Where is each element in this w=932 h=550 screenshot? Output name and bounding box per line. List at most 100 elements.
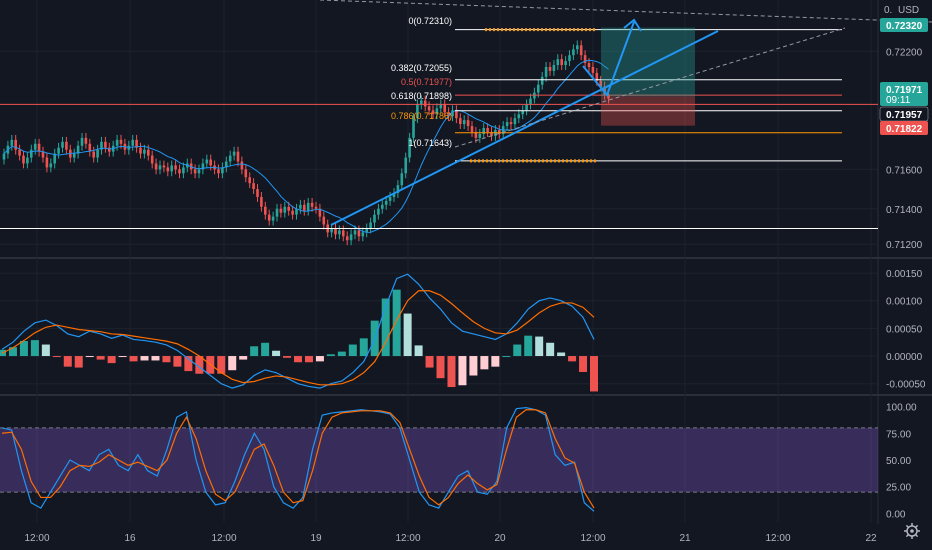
candle-body <box>193 169 197 174</box>
candle-body <box>583 55 587 64</box>
macd-histogram-bar <box>392 289 401 357</box>
candle-body <box>299 204 302 209</box>
candle-body <box>252 183 255 190</box>
candle-body <box>88 143 92 152</box>
candle-body <box>587 63 591 67</box>
candle-body <box>334 228 337 235</box>
candle-body <box>462 120 466 125</box>
settings-gear-icon[interactable] <box>904 523 920 539</box>
stochastic-panel[interactable] <box>0 407 878 512</box>
candle-body <box>330 228 333 233</box>
macd-histogram-bar <box>326 354 335 357</box>
badge-high-text: 0.72320 <box>886 21 923 32</box>
candle-body <box>521 110 524 115</box>
projection-path[interactable] <box>582 21 635 97</box>
macd-histogram-bar <box>568 356 577 362</box>
candle-body <box>225 161 228 168</box>
x-tick-label: 20 <box>494 533 506 544</box>
candle-body <box>2 153 6 160</box>
macd-histogram-bar <box>304 356 313 363</box>
candle-body <box>384 200 388 205</box>
macd-histogram-bar <box>315 356 324 362</box>
trendline-uptrend[interactable] <box>330 30 719 226</box>
candle-body <box>275 208 279 217</box>
candle-body <box>201 163 205 170</box>
badge-low <box>880 121 928 135</box>
candle-body <box>306 202 310 211</box>
macd-histogram-bar <box>579 356 588 372</box>
price-tick-label: 0.72200 <box>886 47 923 58</box>
candle-body <box>154 163 158 170</box>
candle-body <box>478 133 482 138</box>
candle-body <box>150 155 154 164</box>
drawing-tools[interactable] <box>0 0 932 229</box>
candle-body <box>525 104 528 111</box>
candle-body <box>396 185 400 193</box>
macd-histogram-bar <box>590 356 598 392</box>
candle-body <box>420 100 423 105</box>
candle-body <box>572 49 575 56</box>
position-profit-zone[interactable] <box>601 27 695 97</box>
x-tick-label: 12:00 <box>24 533 49 544</box>
grid-lines <box>0 0 932 524</box>
macd-histogram-bar <box>557 352 566 357</box>
candle-body <box>353 230 357 235</box>
candle-body <box>416 104 419 119</box>
candle-body <box>115 139 119 146</box>
candle-body <box>26 157 29 164</box>
candle-body <box>443 104 446 113</box>
fib-label-4: 0.786(0.71786) <box>391 111 452 121</box>
candle-body <box>607 94 610 99</box>
price-tick-label: 0.71600 <box>886 165 923 176</box>
fib-label-3: 0.618(0.71898) <box>391 91 452 101</box>
macd-histogram-bar <box>436 356 445 379</box>
candle-body <box>283 206 287 213</box>
macd-panel[interactable] <box>0 273 598 392</box>
macd-histogram-bar <box>140 356 149 361</box>
candle-body <box>466 120 470 127</box>
candle-body <box>408 137 411 158</box>
candle-body <box>423 100 427 107</box>
candle-body <box>447 112 450 117</box>
price-panel[interactable] <box>2 40 610 246</box>
stoch-tick-label: 100.00 <box>886 403 917 414</box>
macd-histogram-bar <box>118 356 127 358</box>
stoch-band <box>0 427 878 493</box>
macd-histogram-bar <box>96 356 105 360</box>
stoch-tick-label: 25.00 <box>886 483 911 494</box>
candle-body <box>22 155 25 164</box>
candle-body <box>513 118 517 125</box>
candle-body <box>556 59 560 66</box>
candle-body <box>131 139 134 146</box>
fibonacci-labels: 0(0.72310) 0.382(0.72055) 0.5(0.71977) 0… <box>391 16 452 148</box>
candle-body <box>147 149 150 156</box>
macd-histogram-bar <box>74 356 83 368</box>
macd-histogram-bar <box>8 347 17 357</box>
position-loss-zone[interactable] <box>601 96 695 126</box>
macd-tick-label: 0.00050 <box>886 324 923 335</box>
x-tick-label: 22 <box>865 533 877 544</box>
macd-histogram-bar <box>359 338 368 357</box>
x-tick-label: 12:00 <box>765 533 790 544</box>
candle-body <box>310 202 314 207</box>
candle-body <box>279 208 283 213</box>
macd-histogram-bar <box>524 335 533 357</box>
candle-body <box>427 106 431 111</box>
trendline-dashed[interactable] <box>454 27 846 148</box>
macd-histogram-bar <box>480 356 489 370</box>
macd-histogram-bar <box>173 356 182 367</box>
macd-histogram-bar <box>41 344 50 357</box>
macd-histogram-bar <box>447 356 456 388</box>
macd-histogram-bar <box>513 344 522 357</box>
candle-body <box>182 167 185 174</box>
candle-body <box>517 114 521 119</box>
x-tick-label: 19 <box>310 533 322 544</box>
candle-body <box>318 208 322 217</box>
candle-body <box>509 122 513 125</box>
candle-body <box>482 128 485 134</box>
candle-body <box>217 169 220 174</box>
stoch-d-line <box>1 409 595 509</box>
candle-body <box>61 141 64 148</box>
macd-histogram-bar <box>491 356 500 367</box>
